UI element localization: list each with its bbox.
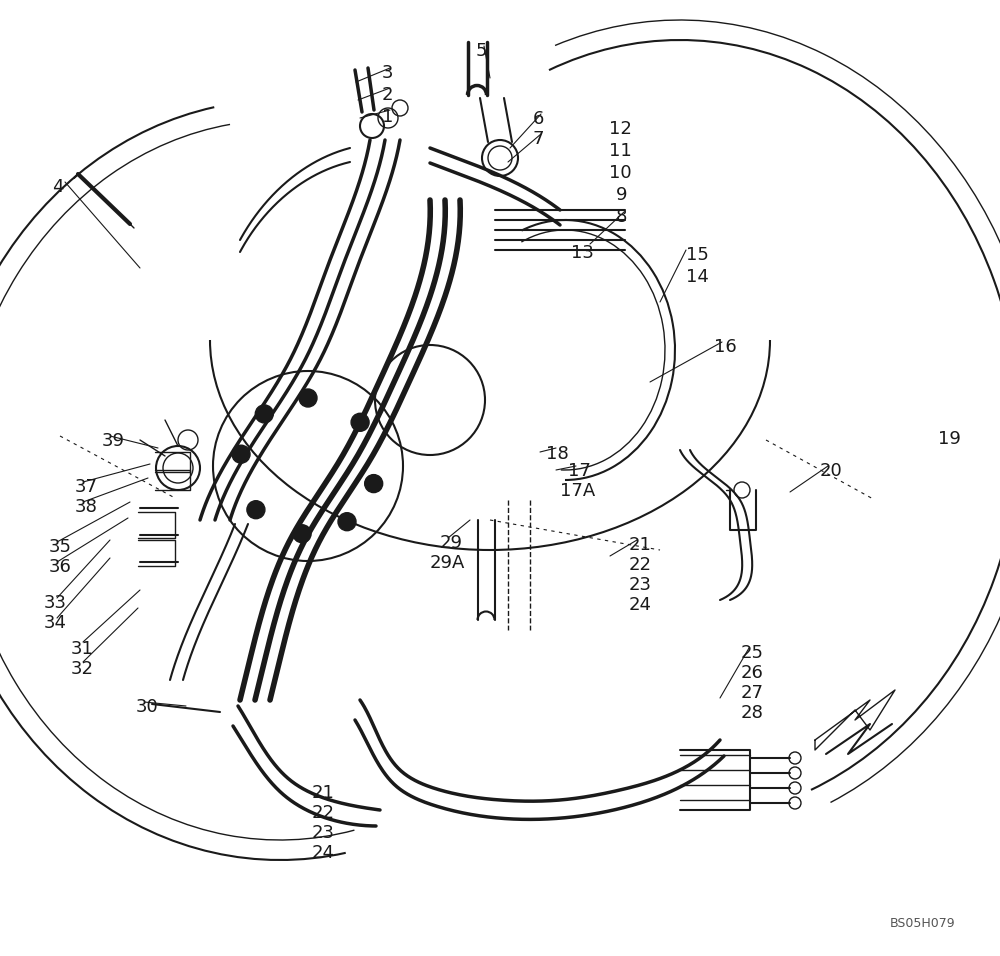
Text: 18: 18	[546, 445, 569, 463]
Circle shape	[247, 501, 265, 519]
Text: 24: 24	[629, 596, 652, 614]
Circle shape	[293, 525, 311, 543]
Text: 21: 21	[312, 784, 335, 802]
Text: 34: 34	[44, 614, 67, 632]
Text: 17: 17	[568, 462, 591, 480]
Text: 17A: 17A	[560, 482, 595, 500]
Text: 22: 22	[629, 556, 652, 574]
Text: 39: 39	[102, 432, 125, 450]
Text: 13: 13	[571, 244, 594, 262]
Text: 10: 10	[609, 164, 632, 182]
Text: 14: 14	[686, 268, 709, 286]
Text: 5: 5	[476, 42, 488, 60]
Text: 32: 32	[71, 660, 94, 678]
Text: 7: 7	[533, 130, 544, 148]
Text: 37: 37	[75, 478, 98, 496]
Text: 23: 23	[312, 824, 335, 842]
Circle shape	[338, 512, 356, 531]
Text: 35: 35	[49, 538, 72, 556]
Text: 26: 26	[741, 664, 764, 682]
Text: 6: 6	[533, 110, 544, 128]
Circle shape	[255, 405, 273, 423]
Text: 2: 2	[382, 86, 394, 104]
Text: 3: 3	[382, 64, 394, 82]
Text: 15: 15	[686, 246, 709, 264]
Circle shape	[299, 389, 317, 407]
Text: 19: 19	[938, 430, 961, 448]
Text: 4: 4	[52, 178, 64, 196]
Text: 12: 12	[609, 120, 632, 138]
Text: 1: 1	[382, 108, 393, 126]
Text: 9: 9	[616, 186, 628, 204]
Text: 11: 11	[609, 142, 632, 160]
Text: 33: 33	[44, 594, 67, 612]
Text: 23: 23	[629, 576, 652, 594]
Text: 31: 31	[71, 640, 94, 658]
Circle shape	[365, 474, 383, 492]
Text: 24: 24	[312, 844, 335, 862]
Text: 29: 29	[440, 534, 463, 552]
Text: 21: 21	[629, 536, 652, 554]
Text: 38: 38	[75, 498, 98, 516]
Text: 27: 27	[741, 684, 764, 702]
Text: 8: 8	[616, 208, 627, 226]
Text: 28: 28	[741, 704, 764, 722]
Text: 25: 25	[741, 644, 764, 662]
Text: 29A: 29A	[430, 554, 465, 572]
Circle shape	[351, 413, 369, 431]
Text: 22: 22	[312, 804, 335, 822]
Text: 36: 36	[49, 558, 72, 576]
Text: 20: 20	[820, 462, 843, 480]
Text: 16: 16	[714, 338, 737, 356]
Text: 30: 30	[136, 698, 159, 716]
Circle shape	[232, 445, 250, 464]
Text: BS05H079: BS05H079	[889, 917, 955, 930]
